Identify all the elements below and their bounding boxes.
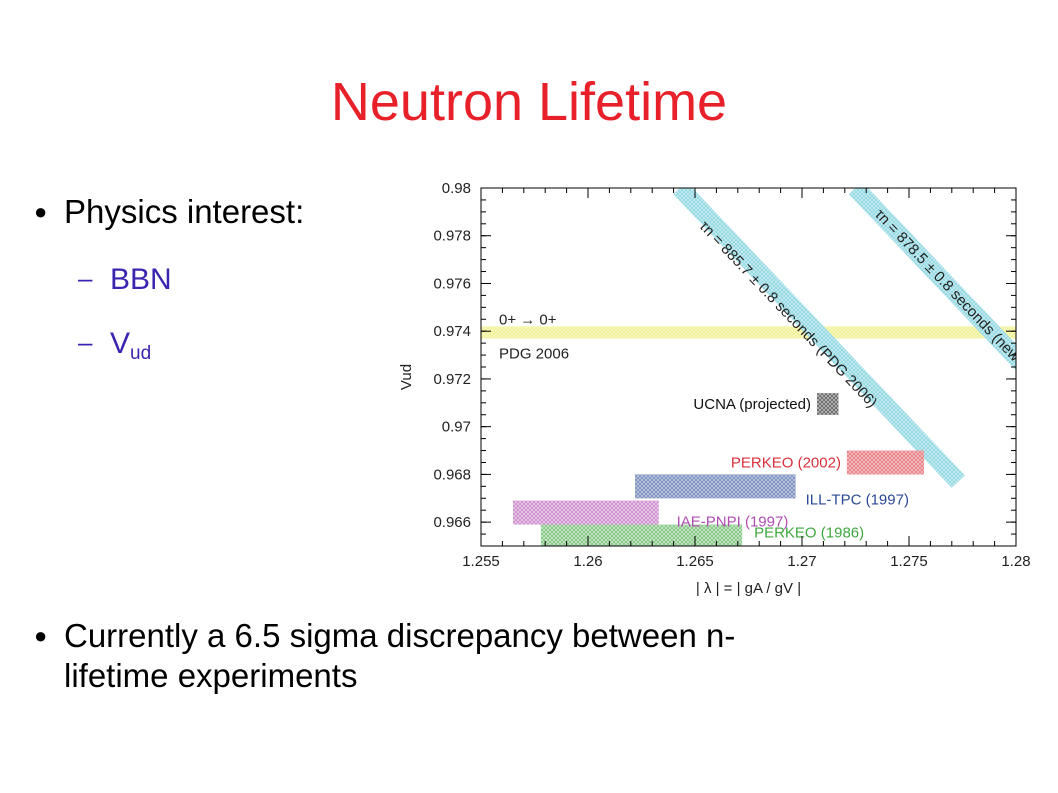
subbullet-bbn: – BBN [78,262,172,298]
y-tick-label: 0.97 [442,419,471,436]
plot-area: τn = 878.5 ± 0.8 seconds (new result)τn … [481,188,1050,546]
diagonal-band-label: τn = 885.7 ± 0.8 seconds (PDG 2006) [696,218,881,412]
y-tick-label: 0.976 [433,275,471,292]
data-box-label: ILL-TPC (1997) [806,491,909,508]
y-tick-label: 0.974 [433,323,471,340]
y-tick-label: 0.978 [433,228,471,245]
data-box-hatch [846,450,924,475]
y-tick-label: 0.98 [442,180,471,197]
x-tick-label: 1.26 [573,553,602,570]
data-box-hatch [513,500,659,525]
y-tick-label: 0.966 [433,514,471,531]
y-tick-label: 0.968 [433,466,471,483]
diagonal-band-hatch [848,188,1016,371]
data-box-label: IAE-PNPI (1997) [677,514,789,531]
data-box-hatch [540,524,743,546]
subbullet-text: V [110,327,131,360]
bullet-dot-icon: ● [34,623,48,648]
data-box-label: UCNA (projected) [693,396,811,413]
data-box-label: PERKEO (1986) [754,524,864,541]
x-tick-label: 1.265 [676,553,714,570]
x-tick-label: 1.28 [1001,553,1030,570]
bullet-dot-icon: ● [34,199,48,224]
diagonal-band-hatch [673,188,965,488]
bullet-text-line1: Currently a 6.5 sigma discrepancy betwee… [64,617,736,654]
band-chart: τn = 878.5 ± 0.8 seconds (new result)τn … [398,180,1050,597]
y-axis-label: Vud [398,364,415,390]
x-tick-label: 1.255 [462,553,500,570]
plot-layer: τn = 878.5 ± 0.8 seconds (new result)τn … [398,180,1050,597]
bullet-discrepancy: ● Currently a 6.5 sigma discrepancy betw… [34,616,736,696]
dash-icon: – [78,263,93,293]
bullet-text-line2: lifetime experiments [64,657,358,694]
data-box-label: PERKEO (2002) [731,454,841,471]
slide-title: Neutron Lifetime [330,72,728,132]
subbullet-subscript: ud [130,343,152,364]
horizontal-band-hatch [481,326,1016,339]
x-tick-label: 1.275 [890,553,928,570]
y-tick-label: 0.972 [433,371,471,388]
diagonal-band-label: τn = 878.5 ± 0.8 seconds (new result) [871,206,1050,398]
horizontal-band-label-bottom: PDG 2006 [499,345,569,362]
data-box-hatch [635,474,796,499]
horizontal-band-label-top: 0+ → 0+ [499,311,557,328]
x-axis-label: | λ | = | gA / gV | [696,580,801,597]
dash-icon: – [78,327,93,357]
subbullet-text: BBN [110,263,172,296]
data-box-hatch [816,393,839,415]
bullet-physics-interest: ● Physics interest: [34,192,305,232]
bullet-text: Physics interest: [64,193,305,230]
x-tick-label: 1.27 [787,553,816,570]
subbullet-vud: – Vud [78,326,152,372]
